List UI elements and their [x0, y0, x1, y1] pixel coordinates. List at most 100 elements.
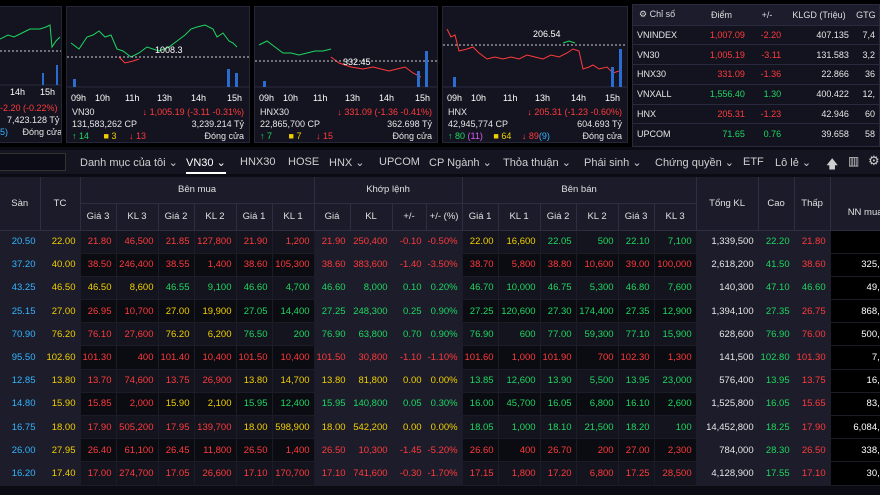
- col-16[interactable]: Giá 3: [618, 203, 655, 231]
- tab-6[interactable]: CP Ngành ⌄: [429, 156, 492, 169]
- col-10[interactable]: +/-: [392, 203, 427, 231]
- cell-tc: 22.00: [40, 230, 81, 254]
- tab-8[interactable]: Phái sinh ⌄: [584, 156, 642, 169]
- table-row[interactable]: 70.90 76.20 76.10 27,600 76.20 6,200 76.50 200 7…: [0, 322, 880, 347]
- col-thap[interactable]: Thấp: [794, 177, 831, 231]
- col-11[interactable]: +/- (%): [426, 203, 463, 231]
- col-tongkl[interactable]: Tổng KL: [696, 177, 759, 231]
- tab-10[interactable]: ETF: [743, 156, 764, 168]
- cell-s-n: 37.20: [0, 253, 41, 277]
- columns-icon[interactable]: ▥: [848, 154, 860, 168]
- panel2-dec: 15: [323, 131, 334, 141]
- index-cell-point: 71.65: [694, 123, 749, 144]
- index-row[interactable]: VNXALL 1,556.40 1.30 400.422 12,: [633, 83, 879, 105]
- symbol-search-box[interactable]: [0, 153, 66, 171]
- cell--: 0.90%: [426, 299, 463, 324]
- panel2-tl3: 13h: [345, 93, 361, 103]
- panel3-status: Đóng cửa: [582, 131, 622, 141]
- chevron-down-icon: ⌄: [558, 157, 571, 169]
- table-row[interactable]: 43.25 46.50 46.50 8,600 46.55 9,100 46.60 4,700…: [0, 276, 880, 301]
- tab-11[interactable]: Lô lẻ ⌄: [775, 156, 811, 169]
- tab-7[interactable]: Thỏa thuận ⌄: [503, 156, 571, 169]
- cell-th-p: 21.80: [794, 230, 831, 254]
- panel1-tl2: 11h: [125, 93, 140, 103]
- index-row[interactable]: UPCOM 71.65 0.76 39.658 58: [633, 123, 879, 144]
- col-2[interactable]: Giá 3: [80, 203, 117, 231]
- panel3-ref: 206.54: [533, 29, 561, 39]
- chart-panel-vnindex[interactable]: 14h 15h -2.20 (-0.22%) 7,423.128 Tỷ 5) Đ…: [0, 6, 62, 143]
- index-row[interactable]: HNX 205.31 -1.23 42.946 60: [633, 103, 879, 124]
- cell-gi-1: 46.60: [236, 276, 273, 301]
- cell-gi-: 17.10: [314, 461, 351, 486]
- cell--: -1.10%: [426, 345, 463, 370]
- col-15[interactable]: KL 2: [576, 203, 619, 231]
- table-row[interactable]: 16.75 18.00 17.90 505,200 17.95 139,700 18.00 5…: [0, 415, 880, 440]
- panel0-adv: 5: [0, 127, 6, 137]
- panel1-price: 1,005.19: [149, 107, 185, 117]
- arrow-up-icon[interactable]: 🡅: [826, 157, 839, 171]
- col-5[interactable]: KL 2: [194, 203, 237, 231]
- cell-kl-2: 10,600: [576, 253, 619, 277]
- cell-kl-3: 61,100: [116, 438, 159, 463]
- cell-s-n: 12.85: [0, 369, 41, 393]
- cell-gi-2: 27.00: [158, 299, 195, 324]
- cell-kl: 250,400: [350, 230, 393, 254]
- col-12[interactable]: Giá 1: [462, 203, 499, 231]
- cell-gi-1: 38.60: [236, 253, 273, 277]
- col-tc[interactable]: TC: [40, 177, 81, 231]
- cell-t-ng-kl: 140,300: [696, 276, 759, 301]
- tab-3[interactable]: HOSE: [288, 156, 319, 168]
- tab-2[interactable]: HNX30: [240, 156, 275, 168]
- col-9[interactable]: KL: [350, 203, 393, 231]
- table-row[interactable]: 37.20 40.00 38.50 246,400 38.55 1,400 38.60 105…: [0, 253, 880, 277]
- cell-gi-2: 17.95: [158, 415, 195, 440]
- chart-panel-hnx30[interactable]: 332.45 09h 10h 11h 13h 14h 15h HNX30 ↓ 3…: [254, 6, 438, 143]
- col-13[interactable]: KL 1: [498, 203, 541, 231]
- table-row[interactable]: 14.80 15.90 15.85 2,000 15.90 2,100 15.95 12,40…: [0, 392, 880, 417]
- cell-gi-: 27.25: [314, 299, 351, 324]
- chart-panel-vn30[interactable]: 1008.3 09h 10h 11h 13h 14h 15h VN30 ↓ 1,…: [66, 6, 250, 143]
- col-6[interactable]: Giá 1: [236, 203, 273, 231]
- index-cell-gt: 12,: [852, 83, 879, 105]
- cell-nn-mua: 30,539: [830, 461, 880, 486]
- cell-gi-1: 18.00: [236, 415, 273, 440]
- tab-9[interactable]: Chứng quyền ⌄: [655, 156, 734, 169]
- index-cell-change: 0.76: [748, 123, 786, 144]
- index-cell-klgd: 22.866: [785, 64, 853, 85]
- index-row[interactable]: VNINDEX 1,007.09 -2.20 407.135 7,4: [633, 24, 879, 45]
- table-row[interactable]: 26.00 27.95 26.40 61,100 26.45 11,800 26.50 1,4…: [0, 438, 880, 463]
- table-row[interactable]: 25.15 27.00 26.95 10,700 27.00 19,900 27.05 14,…: [0, 299, 880, 324]
- index-row[interactable]: VN30 1,005.19 -3.11 131.583 3,2: [633, 44, 879, 65]
- chart-panel-hnx[interactable]: 206.54 09h 10h 11h 13h 14h 15h HNX ↓ 205…: [442, 6, 628, 143]
- cell-gi-1: 27.05: [236, 299, 273, 324]
- cell-t-ng-kl: 1,525,800: [696, 392, 759, 417]
- cell-gi-1: 76.50: [236, 322, 273, 347]
- col-san[interactable]: Sàn: [0, 177, 41, 231]
- table-row[interactable]: 16.20 17.40 17.00 274,700 17.05 26,600 17.10 17…: [0, 461, 880, 486]
- cell-gi-2: 76.20: [158, 322, 195, 347]
- col-17[interactable]: KL 3: [654, 203, 697, 231]
- gear-icon[interactable]: ⚙: [868, 153, 880, 168]
- chevron-down-icon: ⌄: [629, 157, 642, 169]
- table-row[interactable]: 95.50 102.60 101.30 400 101.40 10,400 101.50 10…: [0, 345, 880, 370]
- cell-nn-mua: 325,400: [830, 253, 880, 277]
- col-3[interactable]: KL 3: [116, 203, 159, 231]
- tab-1[interactable]: VN30 ⌄: [186, 156, 226, 174]
- cell-gi-3: 17.00: [80, 461, 117, 486]
- tab-4[interactable]: HNX ⌄: [329, 156, 365, 169]
- table-row[interactable]: 20.50 22.00 21.80 46,500 21.85 127,800 21.90 1,…: [0, 230, 880, 254]
- tab-0[interactable]: Danh mục của tôi ⌄: [80, 156, 178, 169]
- tab-5[interactable]: UPCOM: [379, 156, 420, 168]
- col-8[interactable]: Giá: [314, 203, 351, 231]
- col-cao[interactable]: Cao: [758, 177, 795, 231]
- idx-h1: Điểm: [694, 5, 749, 25]
- cell-kl: 30,800: [350, 345, 393, 370]
- cell-cao: 22.20: [758, 230, 795, 254]
- col-7[interactable]: KL 1: [272, 203, 315, 231]
- col-nnmua[interactable]: NN mua: [830, 177, 880, 231]
- col-4[interactable]: Giá 2: [158, 203, 195, 231]
- index-row[interactable]: HNX30 331.09 -1.36 22.866 36: [633, 64, 879, 85]
- cell-kl-1: 10,400: [272, 345, 315, 370]
- table-row[interactable]: 12.85 13.80 13.70 74,600 13.75 26,900 13.80 14,…: [0, 369, 880, 393]
- col-14[interactable]: Giá 2: [540, 203, 577, 231]
